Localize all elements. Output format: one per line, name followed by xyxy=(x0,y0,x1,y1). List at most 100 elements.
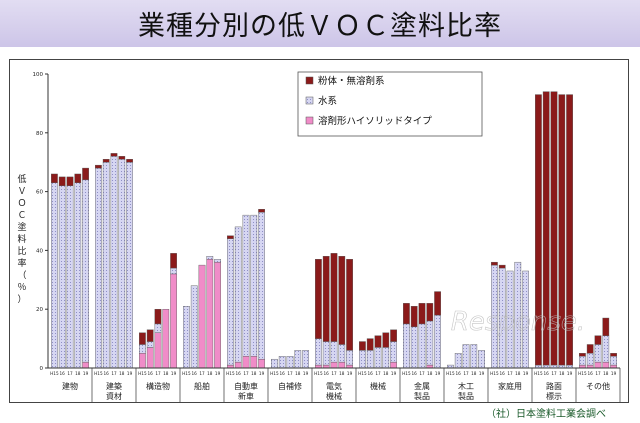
title-band: 業種分別の低ＶＯＣ塗料比率 xyxy=(0,0,640,47)
x-year-label: 19 xyxy=(347,371,353,376)
group-label: 自補修 xyxy=(278,381,302,391)
bar-segment xyxy=(498,264,506,269)
x-year-label: 18 xyxy=(515,371,521,376)
x-year-label: H15 xyxy=(226,371,235,376)
bar-segment xyxy=(183,306,190,369)
legend-label: 粉体・無溶剤系 xyxy=(318,75,385,87)
x-year-label: 18 xyxy=(383,371,389,376)
bar-segment xyxy=(535,94,542,366)
bar-segment xyxy=(234,226,242,363)
y-axis-label-char: 率 xyxy=(17,257,26,269)
x-year-label: 17 xyxy=(111,371,117,376)
bar-segment xyxy=(359,350,366,369)
bar-segment xyxy=(74,173,82,183)
y-tick-label: 80 xyxy=(36,131,43,137)
bar-segment xyxy=(118,159,126,369)
x-year-label: 18 xyxy=(427,371,433,376)
x-year-label: H15 xyxy=(314,371,323,376)
group-label: 標示 xyxy=(546,391,562,401)
x-year-label: 17 xyxy=(551,371,557,376)
bar-segment xyxy=(286,356,294,369)
bar-segment xyxy=(278,356,286,369)
x-year-label: 17 xyxy=(199,371,205,376)
bar-segment xyxy=(126,161,133,369)
bar-segment xyxy=(198,264,206,369)
y-axis-label-char: （ xyxy=(17,270,26,281)
bar-segment xyxy=(410,326,418,369)
bar-segment xyxy=(95,164,102,169)
x-year-label: H15 xyxy=(402,371,411,376)
x-year-label: 16 xyxy=(60,371,66,376)
x-year-label: 16 xyxy=(104,371,110,376)
bar-segment xyxy=(102,159,110,163)
bar-segment xyxy=(454,353,462,369)
bar-segment xyxy=(434,314,441,369)
bar-segment xyxy=(418,303,426,325)
y-tick-label: 20 xyxy=(36,307,43,313)
bar-segment xyxy=(214,259,221,263)
bar-segment xyxy=(338,344,346,363)
watermark: Response. xyxy=(451,307,585,337)
x-year-label: 19 xyxy=(567,371,573,376)
x-year-label: H15 xyxy=(490,371,499,376)
y-axis-label-char: Ｖ xyxy=(17,187,26,197)
bar-segment xyxy=(374,335,382,348)
y-axis-label-char: ％ xyxy=(17,282,26,293)
x-year-label: 17 xyxy=(507,371,513,376)
legend-swatch xyxy=(305,76,314,85)
bar-segment xyxy=(330,361,338,369)
bar-segment xyxy=(170,273,177,369)
bar-segment xyxy=(258,209,265,213)
bar-segment xyxy=(382,332,390,348)
x-year-label: H15 xyxy=(138,371,147,376)
bar-segment xyxy=(146,329,154,342)
x-year-label: 18 xyxy=(75,371,81,376)
bar-segment xyxy=(126,159,133,163)
x-year-label: 19 xyxy=(127,371,133,376)
x-year-label: 19 xyxy=(435,371,441,376)
y-axis-label-char: Ｏ xyxy=(17,199,26,209)
bar-segment xyxy=(66,176,74,186)
group-label: 製品 xyxy=(458,391,474,401)
x-year-label: 16 xyxy=(456,371,462,376)
legend-box xyxy=(297,71,483,137)
group-label: 建築 xyxy=(106,381,122,391)
y-tick-label: 100 xyxy=(33,72,44,78)
y-tick-label: 60 xyxy=(36,190,43,196)
x-year-label: 19 xyxy=(303,371,309,376)
group-label: 機械 xyxy=(326,391,342,401)
x-year-label: 16 xyxy=(236,371,242,376)
bar-segment xyxy=(586,344,594,354)
x-year-label: H15 xyxy=(270,371,279,376)
y-axis-label-char: ） xyxy=(17,294,26,305)
x-year-label: H15 xyxy=(578,371,587,376)
bar-segment xyxy=(82,179,89,363)
bar-segment xyxy=(359,341,366,351)
group-label: 機械 xyxy=(370,381,386,391)
bar-segment xyxy=(390,341,397,363)
bar-segment xyxy=(338,256,346,345)
x-year-label: 18 xyxy=(119,371,125,376)
x-year-label: 19 xyxy=(171,371,177,376)
bar-segment xyxy=(250,214,258,357)
bar-segment xyxy=(82,167,89,181)
group-label: 資材 xyxy=(106,391,122,401)
bar-segment xyxy=(58,185,66,369)
bar-segment xyxy=(550,91,558,366)
x-year-label: 19 xyxy=(611,371,617,376)
bar-segment xyxy=(206,256,214,260)
bar-segment xyxy=(382,347,390,369)
bar-segment xyxy=(366,338,374,351)
bar-segment xyxy=(566,94,573,366)
bar-segment xyxy=(214,261,221,369)
x-year-label: 18 xyxy=(339,371,345,376)
bar-segment xyxy=(242,214,250,357)
x-year-label: H15 xyxy=(50,371,59,376)
y-axis-label-char: 比 xyxy=(17,245,26,257)
bar-segment xyxy=(426,303,434,322)
x-year-label: 17 xyxy=(331,371,337,376)
bar-segment xyxy=(315,338,322,366)
bar-segment xyxy=(110,153,118,157)
bar-segment xyxy=(602,317,610,336)
bar-segment xyxy=(110,156,118,369)
